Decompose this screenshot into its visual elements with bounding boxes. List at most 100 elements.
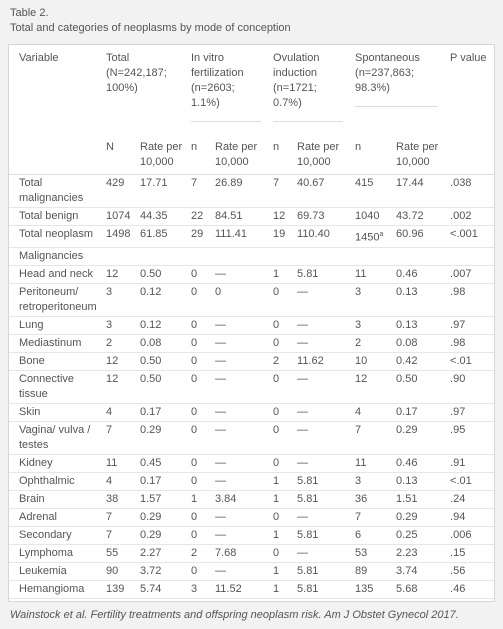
- cell: 0: [189, 454, 213, 473]
- cell: .94: [448, 508, 495, 527]
- cell: 0: [189, 403, 213, 422]
- row-label: Connective tissue: [9, 370, 104, 404]
- cell: 0: [271, 334, 296, 353]
- cell: 5.74: [138, 580, 189, 599]
- cell: 0: [189, 283, 213, 317]
- cell: 36: [353, 490, 395, 509]
- table-row: Leukemia 90 3.72 0—1 5.81 89 3.74.56: [9, 562, 495, 581]
- cell: 0.17: [138, 403, 189, 422]
- cell: 0: [213, 283, 272, 317]
- cell: —: [213, 352, 272, 371]
- table-row: Lymphoma 55 2.27 2 7.68 0—53 2.23.15: [9, 544, 495, 563]
- cell: 7: [353, 508, 395, 527]
- cell: —: [213, 526, 272, 545]
- cell: 10: [353, 352, 395, 371]
- group-header: Total (N=242,187; 100%): [104, 49, 189, 134]
- cell: .97: [448, 403, 495, 422]
- cell: 1: [271, 526, 296, 545]
- table-row: Secondary 7 0.29 0—1 5.81 6 0.25.006: [9, 526, 495, 545]
- cell: 0: [189, 421, 213, 455]
- cell: 0: [271, 544, 296, 563]
- cell: 1: [271, 472, 296, 491]
- group-header-text: Spontaneous (n=237,863; 98.3%): [355, 51, 439, 107]
- cell: 12: [104, 352, 138, 371]
- cell: —: [295, 403, 354, 422]
- cell: 2: [271, 352, 296, 371]
- cell: 0: [189, 370, 213, 404]
- cell: 38: [104, 490, 138, 509]
- cell: 12: [104, 265, 138, 284]
- cell: 0.46: [394, 265, 449, 284]
- cell: 3: [353, 316, 395, 335]
- cell: 0.46: [394, 454, 449, 473]
- group-header: In vitro fertilization (n=2603; 1.1%): [189, 49, 271, 134]
- cell: .98: [448, 283, 495, 317]
- cell: .95: [448, 421, 495, 455]
- cell: —: [295, 334, 354, 353]
- cell: —: [213, 403, 272, 422]
- cell: —: [295, 508, 354, 527]
- cell: 5.81: [295, 580, 354, 599]
- cell: 90: [104, 562, 138, 581]
- cell: —: [213, 508, 272, 527]
- cell: 5.81: [295, 490, 354, 509]
- table-header: Table 2. Total and categories of neoplas…: [0, 0, 503, 40]
- cell: 139: [104, 580, 138, 599]
- cell: 2: [353, 334, 395, 353]
- cell: 0: [189, 526, 213, 545]
- cell: 17.44: [394, 174, 449, 208]
- row-label: Total malignancies: [9, 174, 104, 208]
- cell: 1.57: [138, 490, 189, 509]
- cell: 0.17: [138, 472, 189, 491]
- cell: 429: [104, 174, 138, 208]
- cell: .97: [448, 316, 495, 335]
- row-label: Total benign: [9, 207, 104, 226]
- cell: 0.45: [138, 454, 189, 473]
- footnote-mark: a: [379, 231, 384, 238]
- cell: —: [213, 562, 272, 581]
- cell: 0.12: [138, 316, 189, 335]
- cell: <.01: [448, 352, 495, 371]
- cell: 0.29: [138, 421, 189, 455]
- cell: 0: [189, 316, 213, 335]
- table-row: Total benign 1074 44.35 22 84.51 12 69.73 1040 4…: [9, 207, 495, 226]
- cell: 12: [271, 207, 296, 226]
- cell: —: [295, 544, 354, 563]
- cell: 4: [104, 472, 138, 491]
- cell: —: [295, 454, 354, 473]
- cell: <.01: [448, 472, 495, 491]
- group-header-text: P value: [450, 52, 487, 64]
- row-label: Lung: [9, 316, 104, 335]
- row-label: Lymphoma: [9, 544, 104, 563]
- cell: 7: [104, 421, 138, 455]
- group-header: Spontaneous (n=237,863; 98.3%): [353, 49, 448, 134]
- cell: 5.81: [295, 472, 354, 491]
- cell: 1074: [104, 207, 138, 226]
- cell: —: [213, 370, 272, 404]
- sub-header: n: [353, 134, 395, 175]
- cell: 11: [104, 454, 138, 473]
- group-header: Variable: [9, 49, 104, 134]
- cell: 0.29: [394, 508, 449, 527]
- table-row: Total malignancies 429 17.71 7 26.89 7 40.67 41…: [9, 174, 495, 208]
- cell: 69.73: [295, 207, 354, 226]
- cell: 0: [189, 472, 213, 491]
- cell: 135: [353, 580, 395, 599]
- table: Variable Total (N=242,187; 100%) In vitro …: [9, 49, 495, 599]
- cell: 0: [189, 265, 213, 284]
- cell: 0.29: [394, 421, 449, 455]
- cell: 7: [353, 421, 395, 455]
- cell: 3: [353, 283, 395, 317]
- cell: 0.08: [394, 334, 449, 353]
- cell: 19: [271, 225, 296, 248]
- cell: .46: [448, 580, 495, 599]
- empty-cell: [9, 134, 104, 175]
- cell: —: [295, 421, 354, 455]
- cell: 0.50: [138, 370, 189, 404]
- table-row: Adrenal 7 0.29 0—0—7 0.29.94: [9, 508, 495, 527]
- cell: 110.40: [295, 225, 354, 248]
- sub-header: N: [104, 134, 138, 175]
- table-row: Skin 4 0.17 0—0—4 0.17.97: [9, 403, 495, 422]
- cell: 17.71: [138, 174, 189, 208]
